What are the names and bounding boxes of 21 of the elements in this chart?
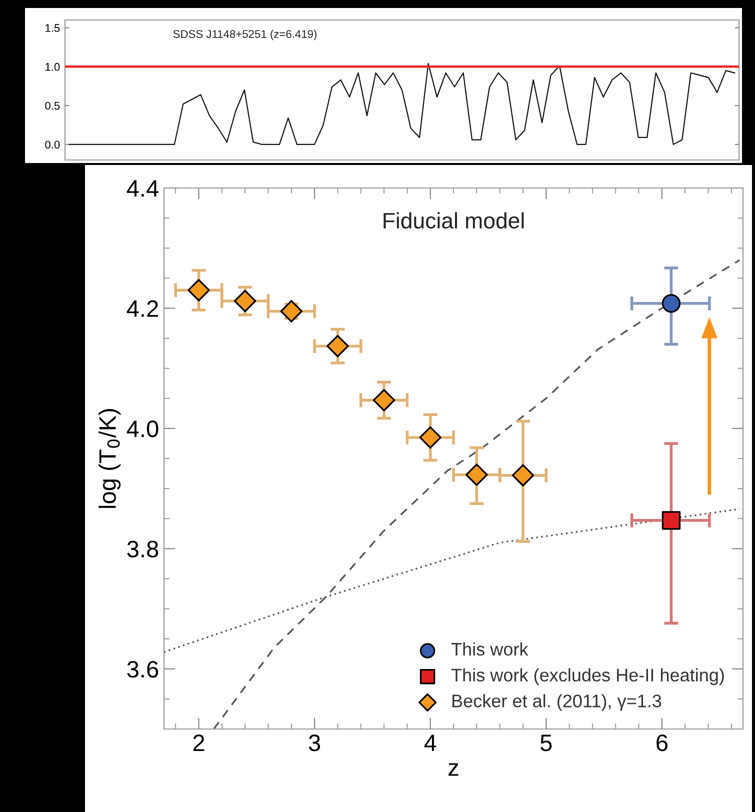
- text: Fiducial model: [384, 212, 524, 229]
- legend-label: Becker et al. (2011), γ=1.3: [452, 694, 662, 711]
- x-tick-label: 6: [656, 734, 668, 752]
- legend-label: This work (excludes He-II heating): [451, 668, 724, 686]
- y-tick-label: 3.8: [127, 540, 158, 558]
- x-tick-label: 4: [424, 734, 436, 751]
- y-tick-label: 1.5: [46, 24, 60, 32]
- y-tick-label: 1.0: [46, 62, 60, 71]
- y-tick-label: 0.5: [45, 102, 60, 110]
- y-axis-title: log (T$_{0}$/K): [98, 409, 121, 508]
- x-tick-label: 5: [540, 734, 552, 752]
- y-tick-label: 4.4: [126, 180, 158, 197]
- x-tick-label: 3: [308, 734, 320, 752]
- legend-label: This work: [451, 642, 528, 656]
- y-tick-label: 3.6: [127, 660, 158, 678]
- y-tick-label: 4.2: [126, 300, 158, 317]
- x-axis-title: z: [448, 763, 458, 776]
- x-tick-label: 2: [193, 734, 204, 751]
- y-tick-label: 0.0: [45, 140, 60, 149]
- y-tick-label: 4.0: [126, 420, 158, 438]
- annotation: SDSS J1148+5251 (z=6.419): [173, 30, 316, 40]
